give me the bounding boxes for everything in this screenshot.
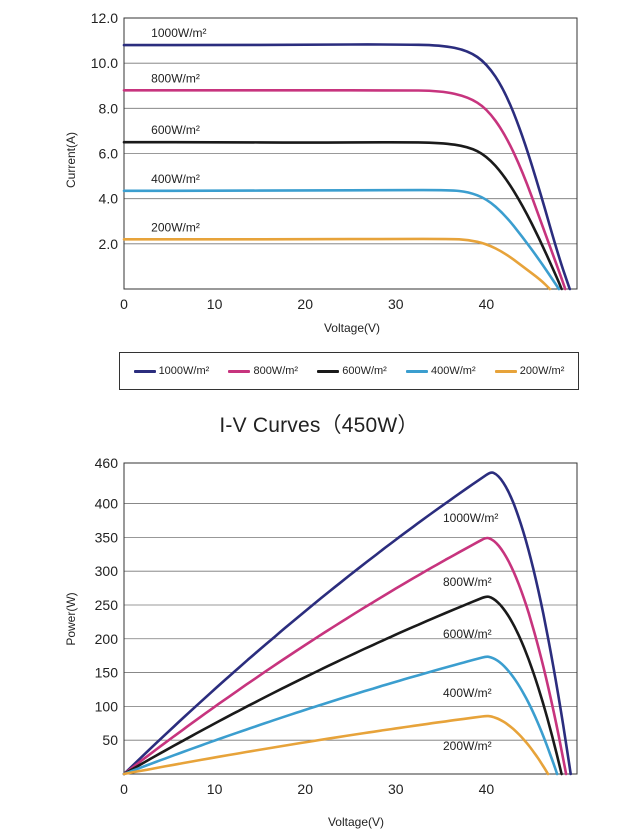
y-tick-label: 100 xyxy=(95,698,119,714)
x-axis-label: Voltage(V) xyxy=(324,321,380,335)
x-tick-label: 10 xyxy=(207,296,223,312)
x-tick-label: 40 xyxy=(479,781,495,797)
y-tick-label: 2.0 xyxy=(99,236,119,252)
series-line xyxy=(122,536,568,776)
x-tick-label: 40 xyxy=(479,296,495,312)
x-tick-label: 0 xyxy=(120,781,128,797)
legend-item: 400W/m² xyxy=(405,365,476,377)
legend-label: 200W/m² xyxy=(519,365,565,377)
x-tick-label: 0 xyxy=(120,296,128,312)
series-line xyxy=(122,237,552,291)
y-tick-label: 50 xyxy=(102,732,118,748)
x-axis-label: Voltage(V) xyxy=(328,815,384,829)
x-tick-label: 30 xyxy=(388,781,404,797)
series-annotation: 800W/m² xyxy=(151,71,200,85)
legend-swatch xyxy=(494,369,517,373)
y-tick-label: 10.0 xyxy=(91,55,118,71)
series-annotation: 1000W/m² xyxy=(151,26,206,40)
legend-label: 1000W/m² xyxy=(158,365,210,377)
y-tick-label: 460 xyxy=(95,455,119,471)
y-tick-label: 8.0 xyxy=(99,100,119,116)
y-tick-label: 6.0 xyxy=(99,146,119,162)
legend-label: 600W/m² xyxy=(342,365,387,377)
legend-item: 1000W/m² xyxy=(133,365,210,377)
plot-frame xyxy=(123,462,578,775)
series-annotation: 1000W/m² xyxy=(443,511,498,525)
y-tick-label: 150 xyxy=(95,665,119,681)
y-axis-label: Current(A) xyxy=(64,132,78,188)
pv-chart: 460 400 350 300 250 200 150 100 50 0 10 20 30 40 Volta… xyxy=(64,455,578,829)
legend-item: 600W/m² xyxy=(317,365,387,377)
legend-label: 800W/m² xyxy=(253,365,299,377)
y-tick-label: 300 xyxy=(95,563,119,579)
legend-swatch xyxy=(228,369,251,373)
y-tick-label: 12.0 xyxy=(91,10,118,26)
legend-swatch xyxy=(317,369,340,373)
legend-swatch xyxy=(405,369,428,373)
series-line xyxy=(122,655,559,776)
y-tick-label: 400 xyxy=(95,496,119,512)
legend-swatch xyxy=(133,369,156,373)
y-tick-label: 200 xyxy=(95,631,119,647)
series-annotation: 400W/m² xyxy=(151,172,200,186)
x-tick-label: 20 xyxy=(297,296,313,312)
series-line xyxy=(122,43,572,291)
series-annotation: 200W/m² xyxy=(443,739,492,753)
series-line xyxy=(122,88,567,291)
y-tick-label: 4.0 xyxy=(99,191,119,207)
series-line xyxy=(122,140,563,291)
y-tick-label: 350 xyxy=(95,529,119,545)
x-tick-label: 20 xyxy=(297,781,313,797)
series-annotation: 200W/m² xyxy=(151,220,200,234)
y-axis-label: Power(W) xyxy=(64,592,78,645)
series-annotation: 400W/m² xyxy=(443,686,492,700)
series-annotation: 600W/m² xyxy=(443,627,492,641)
legend: 1000W/m² 800W/m² 600W/m² 400W/m² 200W/m² xyxy=(119,352,579,390)
series-line xyxy=(122,595,563,776)
legend-item: 800W/m² xyxy=(228,365,298,377)
series-line xyxy=(122,714,550,776)
iv-curves-title: I-V Curves（450W） xyxy=(219,414,419,437)
x-tick-label: 30 xyxy=(388,296,404,312)
series-line xyxy=(122,471,572,776)
legend-label: 400W/m² xyxy=(430,365,476,377)
legend-item: 200W/m² xyxy=(494,365,565,377)
series-annotation: 600W/m² xyxy=(151,123,200,137)
iv-chart: 12.0 10.0 8.0 6.0 4.0 2.0 0 10 20 30 40 Voltage(V) C… xyxy=(64,10,578,335)
series-line xyxy=(122,188,561,291)
y-tick-label: 250 xyxy=(95,597,119,613)
plot-frame xyxy=(123,17,578,290)
x-tick-label: 10 xyxy=(207,781,223,797)
series-annotation: 800W/m² xyxy=(443,575,492,589)
